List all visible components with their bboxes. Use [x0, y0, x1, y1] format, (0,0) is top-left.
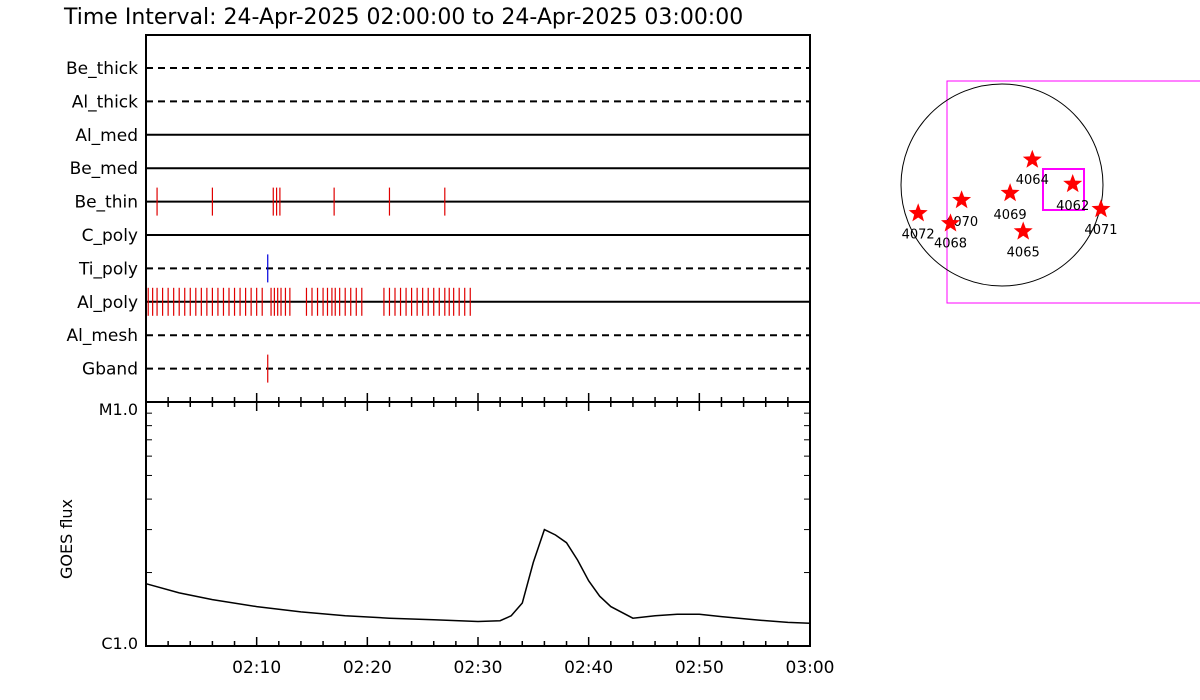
x-tick-label-0: 02:10: [232, 658, 281, 678]
row-label-ti_poly: Ti_poly: [78, 259, 138, 279]
goes-flux-panel: C1.0 M1.0 GOES flux 02:10 02:20 02:30 02:40 02:…: [57, 400, 835, 678]
region-star-4065: [1013, 221, 1033, 240]
x-tick-label-1: 02:20: [343, 658, 392, 678]
row-label-be_thin: Be_thin: [74, 193, 138, 213]
row-label-al_med: Al_med: [75, 126, 138, 146]
row-label-be_thick: Be_thick: [66, 59, 138, 79]
y-tick-label-m1: M1.0: [99, 400, 138, 419]
chart-title: Time Interval: 24-Apr-2025 02:00:00 to 2…: [63, 5, 743, 30]
timeline-frame: [145, 34, 811, 403]
region-star-4070: [952, 190, 972, 209]
event-timeline-panel: Be_thick Al_thick Al_med Be_med Be_thin C_pol…: [66, 34, 811, 403]
region-label-4065: 4065: [1007, 245, 1040, 260]
row-label-be_med: Be_med: [70, 159, 138, 179]
region-label-4069: 4069: [994, 208, 1027, 223]
region-star-4068: [941, 213, 960, 232]
y-axis-label: GOES flux: [57, 499, 76, 579]
region-star-4069: [1000, 183, 1020, 202]
goes-flux-line: [145, 528, 811, 624]
region-label-4071: 4071: [1084, 223, 1117, 238]
x-tick-label-2: 02:30: [454, 658, 503, 678]
fov-box: [1042, 168, 1085, 211]
x-tick-label-5: 03:00: [786, 658, 835, 678]
solar-disk: [900, 83, 1104, 287]
region-label-4062: 4062: [1056, 199, 1089, 214]
row-label-al_thick: Al_thick: [72, 92, 138, 112]
row-label-al_mesh: Al_mesh: [66, 326, 138, 346]
goes-frame: [145, 401, 811, 647]
region-label-4068: 4068: [934, 236, 967, 251]
x-tick-label-4: 02:50: [675, 658, 724, 678]
sun-map-frame: [946, 80, 1200, 304]
region-star-4071: [1091, 199, 1111, 218]
row-label-c_poly: C_poly: [82, 226, 138, 246]
region-star-4064: [1022, 149, 1042, 168]
region-star-4072: [908, 203, 928, 222]
region-star-4062: [1063, 174, 1083, 193]
region-label-4064: 4064: [1016, 173, 1049, 188]
row-label-al_poly: Al_poly: [77, 293, 138, 313]
region-label-4072: 4072: [902, 227, 935, 242]
row-label-gband: Gband: [82, 360, 138, 380]
x-tick-label-3: 02:40: [564, 658, 613, 678]
y-tick-label-c1: C1.0: [101, 634, 138, 653]
